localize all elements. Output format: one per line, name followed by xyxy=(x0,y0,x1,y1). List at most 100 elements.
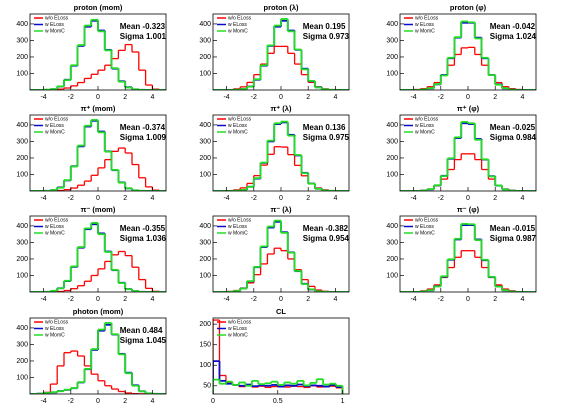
y-tick-label: 100 xyxy=(199,70,211,77)
x-tick-label: 2 xyxy=(306,195,310,202)
plot-area xyxy=(400,14,536,90)
stats-text: Mean -0.374 xyxy=(120,123,166,132)
y-tick-label: 200 xyxy=(16,54,28,61)
panel-title: proton (λ) xyxy=(264,3,299,12)
x-tick-label: -2 xyxy=(251,296,257,303)
x-tick-label: 4 xyxy=(150,296,154,303)
y-tick-label: 150 xyxy=(199,342,211,349)
y-tick-label: 300 xyxy=(199,37,211,44)
y-tick-label: 200 xyxy=(16,155,28,162)
legend-label: w ELoss xyxy=(415,22,434,28)
y-tick-label: 300 xyxy=(16,138,28,145)
stats-text: Sigma 1.045 xyxy=(120,336,167,345)
histograms xyxy=(400,223,536,292)
y-tick-label: 400 xyxy=(16,325,28,332)
y-tick-label: 100 xyxy=(386,171,398,178)
legend-label: w MomC xyxy=(45,28,65,34)
y-tick-label: 400 xyxy=(386,223,398,230)
histograms xyxy=(213,120,349,191)
x-tick-label: 4 xyxy=(520,296,524,303)
x-tick-label: 0 xyxy=(96,398,100,405)
x-tick-label: -4 xyxy=(40,398,46,405)
x-tick-label: -2 xyxy=(438,94,444,101)
stats-text: Sigma 1.024 xyxy=(490,32,537,41)
legend-label: w/o ELoss xyxy=(45,116,69,122)
y-tick-label: 300 xyxy=(386,239,398,246)
legend-label: w ELoss xyxy=(228,22,247,28)
panel-title: π⁺ (mom) xyxy=(81,104,116,113)
legend-label: w MomC xyxy=(45,332,65,338)
x-tick-label: -4 xyxy=(40,296,46,303)
y-tick-label: 200 xyxy=(199,321,211,328)
x-tick-label: 2 xyxy=(493,94,497,101)
x-tick-label: -4 xyxy=(410,296,416,303)
stats-text: Mean -0.025 xyxy=(490,123,536,132)
stats-text: Sigma 0.954 xyxy=(303,234,350,243)
x-tick-label: 0 xyxy=(466,296,470,303)
x-tick-label: 0 xyxy=(466,195,470,202)
stats-text: Mean -0.323 xyxy=(120,22,166,31)
y-tick-label: 200 xyxy=(199,256,211,263)
y-tick-label: 300 xyxy=(199,138,211,145)
legend-label: w MomC xyxy=(228,28,248,34)
legend-label: w ELoss xyxy=(228,224,247,230)
legend-label: w ELoss xyxy=(228,326,247,332)
legend-label: w/o ELoss xyxy=(228,15,252,21)
x-tick-label: -2 xyxy=(438,195,444,202)
stats-text: Mean -0.015 xyxy=(490,224,536,233)
legend-label: w ELoss xyxy=(228,123,247,129)
legend-label: w ELoss xyxy=(45,22,64,28)
y-tick-label: 400 xyxy=(16,122,28,129)
x-tick-label: 0 xyxy=(279,296,283,303)
legend-label: w ELoss xyxy=(45,224,64,230)
x-tick-label: 4 xyxy=(333,195,337,202)
y-tick-label: 400 xyxy=(386,122,398,129)
y-tick-label: 200 xyxy=(16,358,28,365)
legend-label: w MomC xyxy=(415,230,435,236)
legend-label: w MomC xyxy=(45,230,65,236)
legend-label: w/o ELoss xyxy=(45,217,69,223)
legend-label: w/o ELoss xyxy=(45,319,69,325)
stats-text: Sigma 1.036 xyxy=(120,234,167,243)
panel-title: π⁺ (φ) xyxy=(457,104,480,113)
y-tick-label: 100 xyxy=(386,70,398,77)
x-tick-label: 2 xyxy=(306,94,310,101)
legend-label: w/o ELoss xyxy=(228,116,252,122)
x-tick-label: -2 xyxy=(438,296,444,303)
legend-label: w/o ELoss xyxy=(228,217,252,223)
stats-text: Mean -0.355 xyxy=(120,224,166,233)
x-tick-label: 4 xyxy=(520,195,524,202)
stats-text: Sigma 0.987 xyxy=(490,234,537,243)
stats-text: Mean -0.042 xyxy=(490,22,536,31)
plot-area xyxy=(213,318,349,394)
x-tick-label: 0 xyxy=(96,94,100,101)
y-tick-label: 100 xyxy=(199,171,211,178)
y-tick-label: 100 xyxy=(199,272,211,279)
y-tick-label: 100 xyxy=(386,272,398,279)
x-tick-label: -4 xyxy=(410,195,416,202)
legend-label: w MomC xyxy=(415,129,435,135)
stats-text: Mean -0.382 xyxy=(303,224,349,233)
x-tick-label: -4 xyxy=(223,296,229,303)
legend-label: w ELoss xyxy=(45,326,64,332)
x-tick-label: 0 xyxy=(96,195,100,202)
stats-text: Mean 0.484 xyxy=(120,326,163,335)
y-tick-label: 400 xyxy=(16,21,28,28)
x-tick-label: 0 xyxy=(279,195,283,202)
y-tick-label: 300 xyxy=(16,341,28,348)
stats-text: Sigma 0.973 xyxy=(303,32,350,41)
x-tick-label: 2 xyxy=(493,195,497,202)
histograms xyxy=(213,219,349,292)
x-tick-label: -2 xyxy=(68,195,74,202)
panel-title: π⁺ (λ) xyxy=(271,104,292,113)
x-tick-label: 2 xyxy=(123,398,127,405)
x-tick-label: 2 xyxy=(306,296,310,303)
x-tick-label: 4 xyxy=(333,94,337,101)
x-tick-label: -2 xyxy=(68,94,74,101)
panel-title: proton (φ) xyxy=(450,3,487,12)
